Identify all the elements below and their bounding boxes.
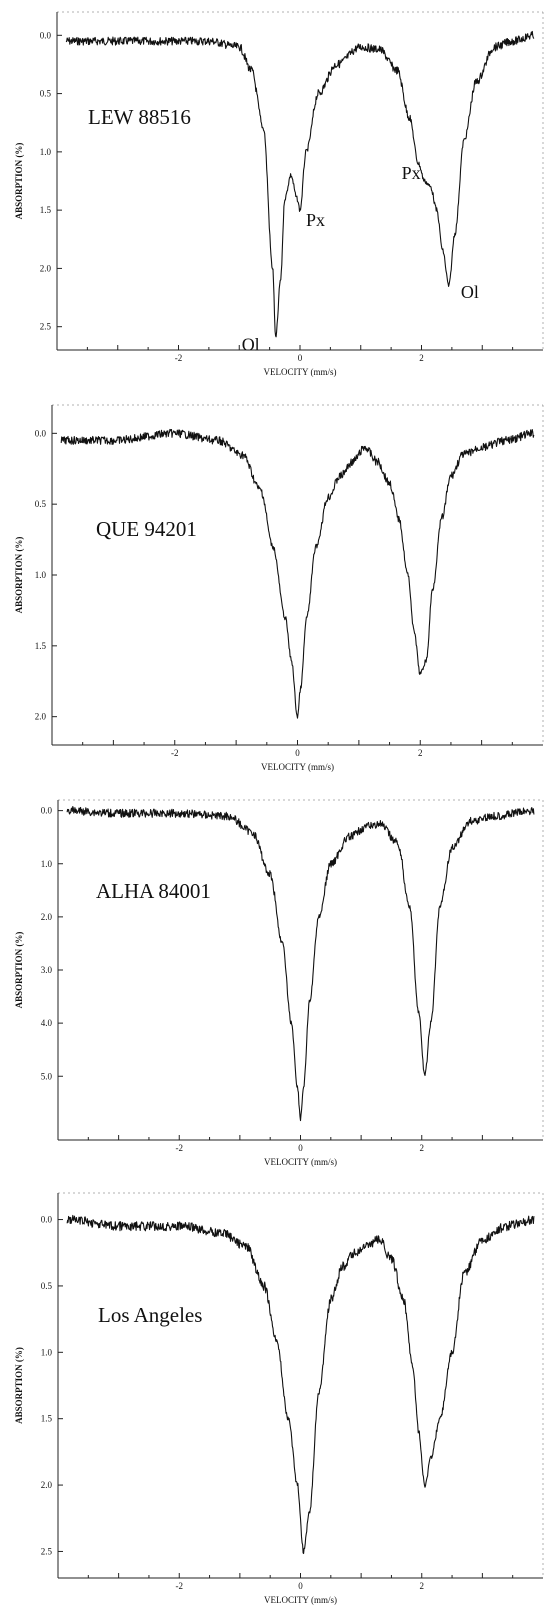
x-tick-label: 2 bbox=[418, 748, 423, 758]
peak-label: Px bbox=[402, 163, 421, 183]
x-axis-label: VELOCITY (mm/s) bbox=[261, 762, 334, 772]
peak-label: Ol bbox=[242, 334, 260, 354]
y-tick-label: 5.0 bbox=[41, 1071, 53, 1081]
spectrum-line bbox=[65, 30, 535, 338]
y-tick-label: 0.5 bbox=[40, 89, 52, 99]
y-tick-label: 0.0 bbox=[40, 30, 52, 40]
y-tick-label: 0.0 bbox=[35, 428, 47, 438]
sample-name: Los Angeles bbox=[98, 1303, 202, 1327]
y-tick-label: 0.5 bbox=[41, 1281, 53, 1291]
y-tick-label: 2.5 bbox=[40, 322, 52, 332]
x-axis-label: VELOCITY (mm/s) bbox=[264, 1595, 337, 1605]
y-tick-label: 2.0 bbox=[40, 263, 52, 273]
y-tick-label: 2.5 bbox=[41, 1546, 53, 1556]
y-axis-label: ABSORPTION (%) bbox=[14, 1347, 24, 1424]
x-axis-label: VELOCITY (mm/s) bbox=[264, 367, 337, 377]
y-tick-label: 1.0 bbox=[35, 570, 47, 580]
y-tick-label: 0.0 bbox=[41, 1215, 53, 1225]
x-tick-label: -2 bbox=[175, 353, 183, 363]
spectrum-line bbox=[60, 428, 535, 719]
x-tick-label: 2 bbox=[420, 1143, 425, 1153]
y-tick-label: 1.0 bbox=[41, 859, 53, 869]
sample-name: QUE 94201 bbox=[96, 517, 197, 541]
y-tick-label: 0.5 bbox=[35, 499, 47, 509]
y-tick-label: 4.0 bbox=[41, 1018, 53, 1028]
peak-label: Px bbox=[306, 210, 325, 230]
y-tick-label: 2.0 bbox=[41, 912, 53, 922]
spectrum-line bbox=[66, 806, 535, 1122]
x-tick-label: -2 bbox=[176, 1143, 184, 1153]
x-tick-label: 2 bbox=[420, 1581, 425, 1591]
y-tick-label: 1.5 bbox=[35, 641, 47, 651]
sample-name: ALHA 84001 bbox=[96, 879, 211, 903]
y-tick-label: 1.5 bbox=[41, 1414, 53, 1424]
peak-label: Ol bbox=[461, 282, 479, 302]
y-tick-label: 1.5 bbox=[40, 205, 52, 215]
x-tick-label: 0 bbox=[295, 748, 300, 758]
y-tick-label: 3.0 bbox=[41, 965, 53, 975]
x-tick-label: -2 bbox=[171, 748, 179, 758]
y-tick-label: 1.0 bbox=[41, 1347, 53, 1357]
y-tick-label: 0.0 bbox=[41, 806, 53, 816]
x-tick-label: -2 bbox=[176, 1581, 184, 1591]
y-tick-label: 2.0 bbox=[41, 1480, 53, 1490]
y-axis-label: ABSORPTION (%) bbox=[14, 537, 24, 614]
x-tick-label: 0 bbox=[298, 1581, 303, 1591]
x-axis-label: VELOCITY (mm/s) bbox=[264, 1157, 337, 1167]
y-axis-label: ABSORPTION (%) bbox=[14, 143, 24, 220]
y-axis-label: ABSORPTION (%) bbox=[14, 932, 24, 1009]
x-tick-label: 2 bbox=[419, 353, 424, 363]
x-tick-label: 0 bbox=[298, 353, 303, 363]
sample-name: LEW 88516 bbox=[88, 105, 191, 129]
y-tick-label: 1.0 bbox=[40, 147, 52, 157]
spectrum-line bbox=[66, 1214, 535, 1555]
y-tick-label: 2.0 bbox=[35, 712, 47, 722]
x-tick-label: 0 bbox=[298, 1143, 303, 1153]
